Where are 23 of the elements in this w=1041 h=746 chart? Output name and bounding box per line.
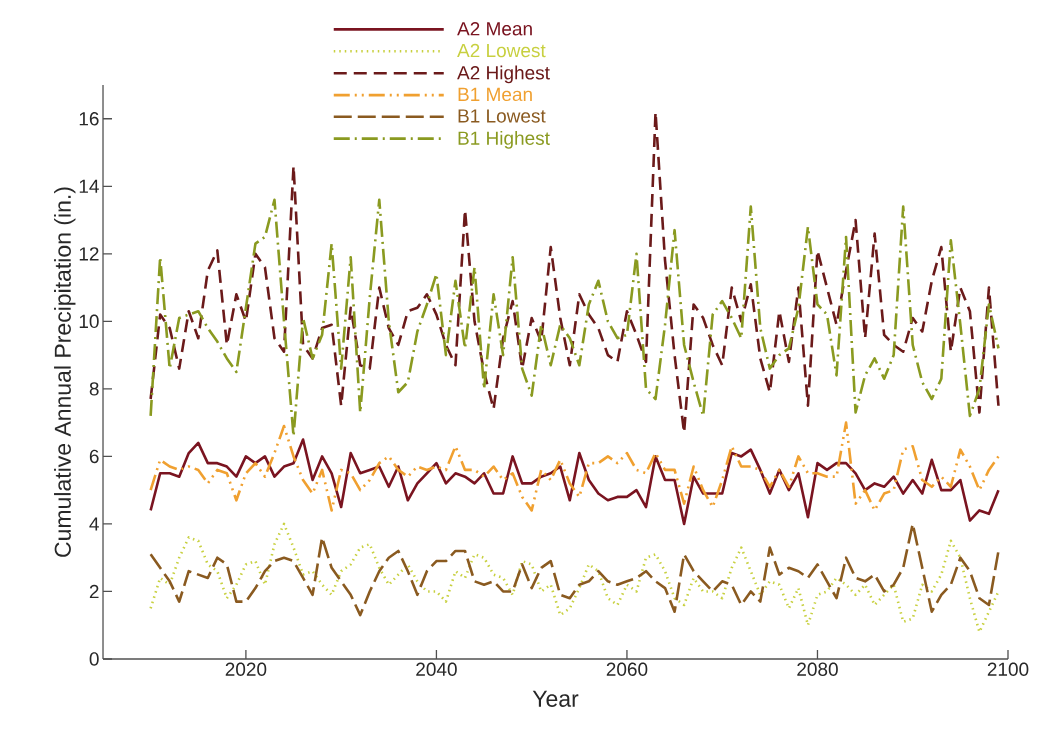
y-tick-label: 0 [89,652,99,666]
y-tick-label: 2 [89,584,99,599]
x-tick-label: 2040 [416,662,457,676]
x-tick-label: 2080 [797,662,838,676]
x-tick-label: 2020 [225,662,267,676]
text: A2 Lowest [457,43,546,58]
text: B1 Mean [458,87,532,102]
text: A2 Mean [457,22,532,36]
text: B1 Lowest [458,109,546,123]
y-axis-title: Cumulative Annual Precipitation (in.) [54,187,76,557]
y-tick-label: 6 [89,449,99,464]
y-tick-label: 4 [89,517,99,531]
y-tick-label: 12 [79,247,99,261]
y-tick-label: 16 [79,112,99,126]
text: B1 Highest [458,130,550,149]
y-tick-label: 14 [79,179,99,193]
x-tick-label: 2060 [606,662,648,676]
line-series [149,421,1000,512]
x-axis-title: Year [532,690,579,707]
x-tick-label: 2100 [987,662,1029,676]
y-tick-label: 8 [89,382,99,396]
text: A2 Highest [457,65,550,84]
y-tick-label: 10 [79,314,99,329]
